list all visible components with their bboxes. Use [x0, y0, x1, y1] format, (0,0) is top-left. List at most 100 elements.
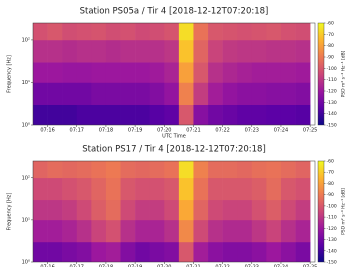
cell: [121, 40, 136, 63]
cell: [33, 161, 48, 178]
cell: [252, 161, 267, 178]
cell: [77, 82, 92, 105]
colorbar: [318, 161, 324, 262]
cell: [62, 161, 77, 178]
cell: [33, 23, 48, 40]
cell: [48, 23, 63, 40]
cell: [252, 178, 267, 200]
cell: [208, 220, 223, 242]
cell: [223, 82, 238, 105]
cell: [179, 62, 194, 83]
x-axis-label: UTC Time: [162, 134, 186, 140]
cell: [281, 40, 296, 63]
x-tick-label: 07:18: [99, 128, 113, 134]
cell: [193, 40, 208, 63]
cell: [62, 40, 77, 63]
y-tick-label: 10¹: [22, 80, 30, 86]
cell: [135, 178, 150, 200]
cell: [106, 23, 121, 40]
cell: [266, 220, 281, 242]
cell: [121, 82, 136, 105]
cell: [223, 220, 238, 242]
cell: [135, 105, 150, 126]
cell: [164, 220, 179, 242]
cell: [77, 242, 92, 262]
cell: [48, 62, 63, 83]
cell: [48, 40, 63, 63]
cell: [77, 200, 92, 220]
y-tick-label: 10²: [22, 37, 30, 43]
cell: [150, 23, 165, 40]
chart-title: Station PS05a / Tir 4 [2018-12-12T07:20:…: [80, 7, 269, 17]
cell: [106, 105, 121, 126]
cell: [77, 23, 92, 40]
y-axis-label: Frequency [Hz]: [7, 193, 13, 231]
cell: [281, 62, 296, 83]
cell: [164, 23, 179, 40]
colorbar-tick-label: -90: [327, 192, 334, 198]
cell: [296, 40, 311, 63]
cell: [164, 178, 179, 200]
cell: [252, 40, 267, 63]
cell: [33, 62, 48, 83]
cell: [296, 105, 311, 126]
cell: [208, 161, 223, 178]
colorbar-tick-label: -140: [327, 248, 337, 254]
cell: [281, 200, 296, 220]
cell: [121, 23, 136, 40]
cell: [237, 105, 252, 126]
cell: [237, 220, 252, 242]
cell: [150, 161, 165, 178]
cell: [296, 178, 311, 200]
cell: [223, 178, 238, 200]
cell: [193, 23, 208, 40]
cell: [121, 178, 136, 200]
cell: [252, 82, 267, 105]
cell: [62, 178, 77, 200]
cell: [77, 105, 92, 126]
colorbar-tick-label: -130: [327, 237, 337, 243]
x-tick-label: 07:21: [186, 128, 200, 134]
cell: [91, 105, 106, 126]
cell: [223, 242, 238, 262]
cell: [266, 161, 281, 178]
cell: [266, 200, 281, 220]
cell: [48, 161, 63, 178]
colorbar-tick-label: -100: [327, 66, 337, 72]
cell: [193, 200, 208, 220]
cell: [164, 82, 179, 105]
cell: [135, 242, 150, 262]
cell: [91, 220, 106, 242]
cell: [281, 23, 296, 40]
cell: [252, 200, 267, 220]
cell: [33, 105, 48, 126]
cell: [179, 23, 194, 40]
cell: [106, 40, 121, 63]
cell: [48, 105, 63, 126]
colorbar-tick-label: -120: [327, 226, 337, 232]
cell: [121, 220, 136, 242]
x-tick-label: 07:16: [40, 128, 54, 134]
cell: [77, 161, 92, 178]
cell: [91, 161, 106, 178]
cell: [296, 200, 311, 220]
colorbar-tick-label: -120: [327, 89, 337, 95]
cell: [237, 23, 252, 40]
cell: [266, 105, 281, 126]
cell: [62, 62, 77, 83]
cell: [208, 178, 223, 200]
cell: [33, 200, 48, 220]
cell: [91, 40, 106, 63]
cell: [223, 62, 238, 83]
cell: [121, 105, 136, 126]
cell: [252, 62, 267, 83]
cell: [281, 82, 296, 105]
cell: [91, 200, 106, 220]
y-tick-label: 10²: [22, 175, 30, 181]
cell: [179, 40, 194, 63]
cell: [296, 242, 311, 262]
cell: [193, 62, 208, 83]
colorbar-tick-label: -60: [327, 159, 334, 165]
cell: [252, 220, 267, 242]
cell: [164, 242, 179, 262]
